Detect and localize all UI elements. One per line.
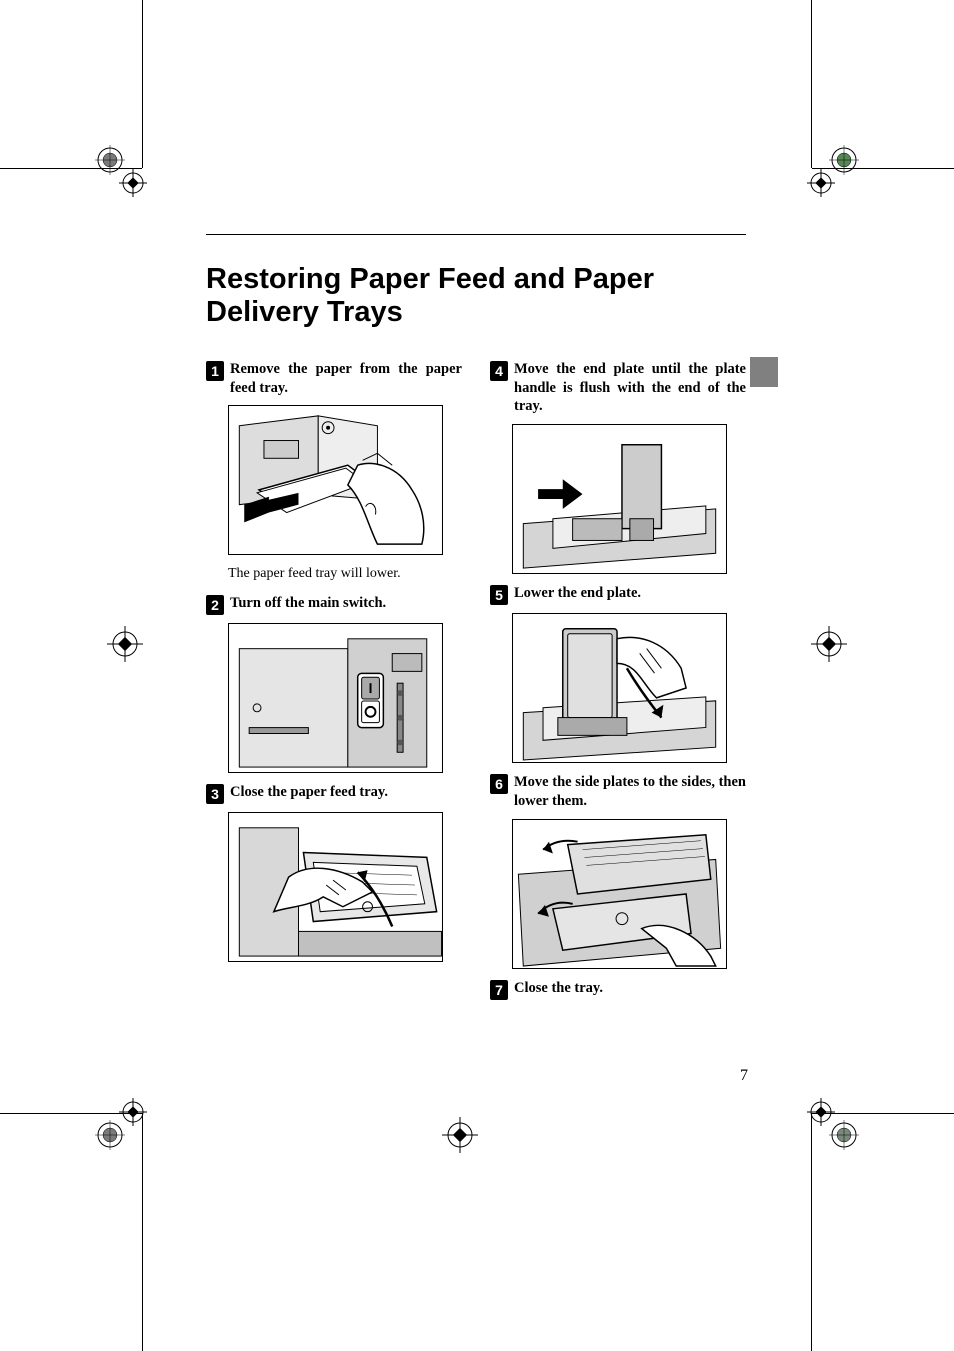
step-text: Lower the end plate. (514, 584, 641, 603)
step-5: 5 Lower the end plate. (490, 584, 746, 763)
step-text: Close the paper feed tray. (230, 783, 388, 802)
right-column: 4 Move the end plate until the plate han… (490, 360, 746, 1008)
left-column: 1 Remove the paper from the paper feed t… (206, 360, 462, 1008)
step-text: Move the side plates to the sides, then … (514, 773, 746, 811)
registration-mark-icon (430, 1105, 490, 1165)
registration-mark-icon (95, 1090, 155, 1150)
step-1: 1 Remove the paper from the paper feed t… (206, 360, 462, 584)
figure-move-end-plate (512, 424, 727, 574)
page-title: Restoring Paper Feed and Paper Delivery … (206, 263, 746, 330)
registration-mark-icon (95, 145, 155, 205)
section-tab-marker (750, 357, 778, 387)
figure-move-side-plates (512, 819, 727, 969)
figure-close-feed-tray (228, 812, 443, 962)
step-number-icon: 5 (490, 585, 508, 605)
two-column-layout: 1 Remove the paper from the paper feed t… (206, 360, 746, 1008)
step-number-icon: 1 (206, 361, 224, 381)
step-number-icon: 4 (490, 361, 508, 381)
step-number-icon: 6 (490, 774, 508, 794)
step-4: 4 Move the end plate until the plate han… (490, 360, 746, 575)
figure-remove-paper (228, 405, 443, 555)
step-text: Turn off the main switch. (230, 594, 386, 613)
registration-mark-icon (799, 614, 859, 674)
step-7: 7 Close the tray. (490, 979, 746, 1000)
crop-mark (811, 0, 812, 168)
registration-mark-icon (95, 614, 155, 674)
step-text: Move the end plate until the plate handl… (514, 360, 746, 417)
page-number: 7 (740, 1067, 748, 1085)
step-number-icon: 3 (206, 784, 224, 804)
registration-mark-icon (799, 1090, 859, 1150)
step-number-icon: 2 (206, 595, 224, 615)
step-text: Close the tray. (514, 979, 603, 998)
step-6: 6 Move the side plates to the sides, the… (490, 773, 746, 969)
step-3: 3 Close the paper feed tray. (206, 783, 462, 962)
crop-mark (142, 0, 143, 168)
figure-main-switch (228, 623, 443, 773)
page: Restoring Paper Feed and Paper Delivery … (0, 0, 954, 1351)
step-2: 2 Turn off the main switch. (206, 594, 462, 773)
step-text: Remove the paper from the paper feed tra… (230, 360, 462, 398)
content-area: Restoring Paper Feed and Paper Delivery … (206, 234, 746, 1008)
step-caption: The paper feed tray will lower. (228, 565, 462, 583)
figure-lower-end-plate (512, 613, 727, 763)
heading-rule (206, 234, 746, 235)
step-number-icon: 7 (490, 980, 508, 1000)
registration-mark-icon (799, 145, 859, 205)
